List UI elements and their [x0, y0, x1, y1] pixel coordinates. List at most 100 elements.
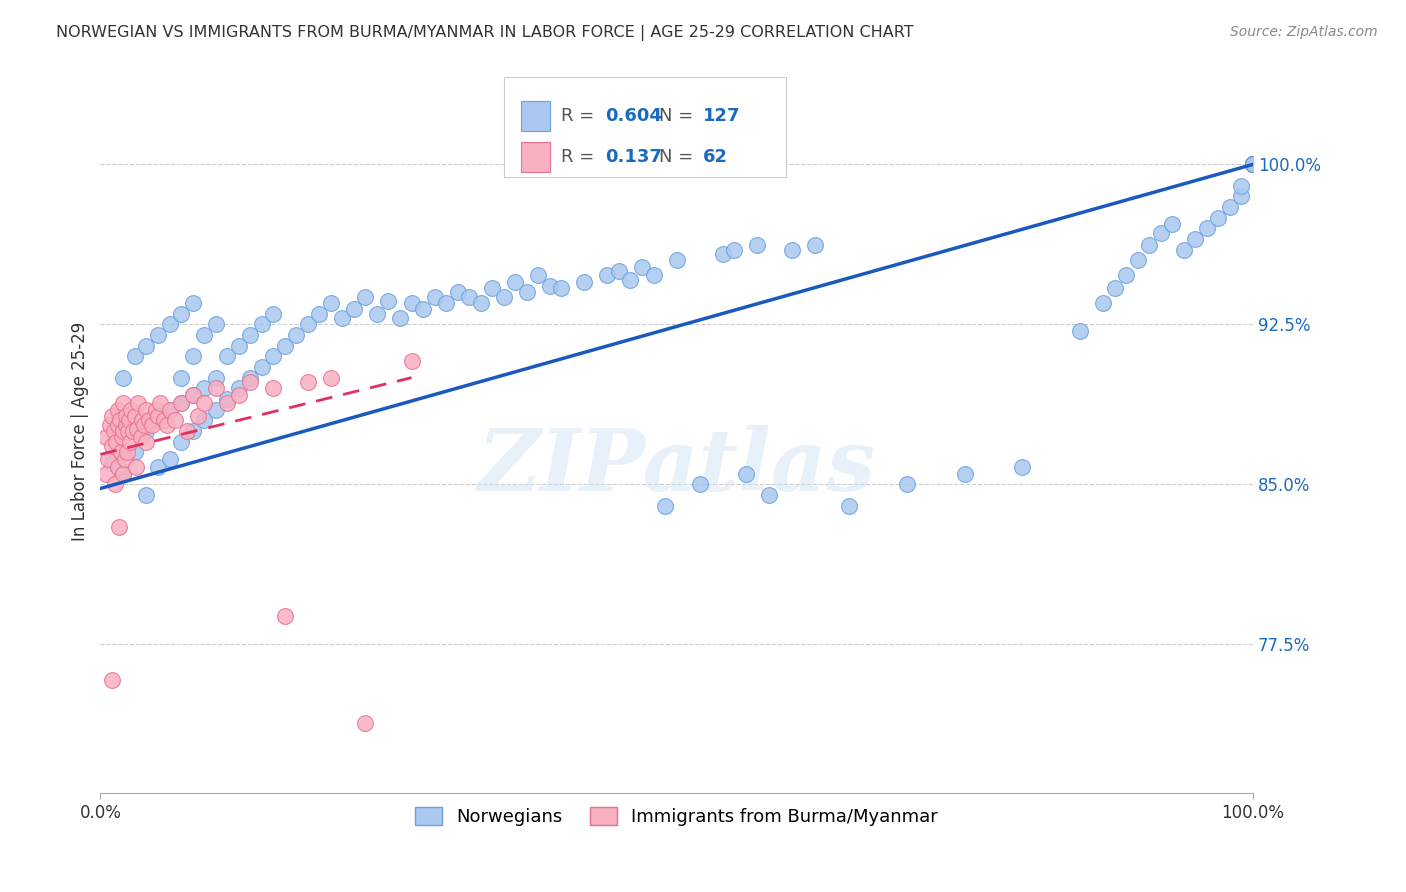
Point [170, 396, 193, 410]
Point [366, 307, 388, 321]
Point [388, 310, 411, 325]
Point [217, 349, 239, 363]
Point [689, 477, 711, 491]
Point [1241, 157, 1264, 171]
Point [1195, 221, 1218, 235]
Point [135, 434, 157, 449]
Point [107, 460, 129, 475]
Point [108, 413, 131, 427]
Point [181, 296, 204, 310]
Point [1241, 157, 1264, 171]
Point [107, 520, 129, 534]
Point [643, 268, 665, 283]
Point [458, 290, 481, 304]
Point [127, 396, 149, 410]
Point [124, 445, 146, 459]
Point [631, 260, 654, 274]
Point [217, 396, 239, 410]
Point [118, 413, 141, 427]
Point [481, 281, 503, 295]
Point [538, 279, 561, 293]
Point [228, 339, 250, 353]
Point [135, 488, 157, 502]
Point [550, 281, 572, 295]
Point [181, 349, 204, 363]
Point [204, 381, 226, 395]
Point [446, 285, 468, 300]
Point [170, 396, 193, 410]
Point [239, 370, 262, 384]
Point [308, 307, 330, 321]
Point [1241, 157, 1264, 171]
Point [107, 417, 129, 432]
Point [596, 268, 619, 283]
Point [1241, 157, 1264, 171]
Point [124, 349, 146, 363]
Point [156, 417, 179, 432]
Point [176, 424, 198, 438]
Point [138, 413, 160, 427]
Point [112, 424, 135, 438]
Text: NORWEGIAN VS IMMIGRANTS FROM BURMA/MYANMAR IN LABOR FORCE | AGE 25-29 CORRELATIO: NORWEGIAN VS IMMIGRANTS FROM BURMA/MYANM… [56, 25, 914, 41]
Point [193, 328, 215, 343]
Point [1219, 200, 1241, 214]
Point [1241, 157, 1264, 171]
Point [297, 318, 319, 332]
Point [110, 445, 132, 459]
Point [181, 424, 204, 438]
Point [129, 430, 152, 444]
Point [1241, 157, 1264, 171]
Point [131, 413, 153, 427]
Point [159, 451, 181, 466]
Point [1241, 157, 1264, 171]
Point [297, 375, 319, 389]
Point [187, 409, 209, 423]
Point [94, 430, 117, 444]
Point [115, 445, 138, 459]
Point [104, 477, 127, 491]
Point [141, 417, 163, 432]
Point [193, 381, 215, 395]
Point [250, 318, 273, 332]
Point [1104, 281, 1126, 295]
Point [1184, 232, 1206, 246]
Point [181, 387, 204, 401]
Point [250, 359, 273, 374]
Point [1173, 243, 1195, 257]
Point [1241, 157, 1264, 171]
Point [101, 456, 124, 470]
Point [654, 499, 676, 513]
FancyBboxPatch shape [503, 78, 786, 178]
Point [170, 370, 193, 384]
Point [1241, 157, 1264, 171]
Point [125, 460, 148, 475]
Point [354, 290, 377, 304]
Point [1241, 157, 1264, 171]
Point [1011, 460, 1033, 475]
Point [228, 381, 250, 395]
Point [1230, 189, 1253, 203]
Point [121, 424, 143, 438]
Point [1241, 157, 1264, 171]
Point [1241, 157, 1264, 171]
Point [165, 413, 187, 427]
Point [134, 417, 156, 432]
Point [747, 238, 769, 252]
Point [135, 424, 157, 438]
Point [896, 477, 918, 491]
Legend: Norwegians, Immigrants from Burma/Myanmar: Norwegians, Immigrants from Burma/Myanma… [406, 797, 948, 835]
Point [1241, 157, 1264, 171]
Point [112, 370, 135, 384]
Text: 127: 127 [703, 107, 741, 125]
Point [204, 370, 226, 384]
Point [319, 296, 342, 310]
Point [516, 285, 538, 300]
Point [607, 264, 630, 278]
Point [107, 402, 129, 417]
Point [112, 467, 135, 481]
Point [152, 413, 174, 427]
Point [114, 451, 136, 466]
Point [124, 409, 146, 423]
Point [1241, 157, 1264, 171]
Point [804, 238, 827, 252]
